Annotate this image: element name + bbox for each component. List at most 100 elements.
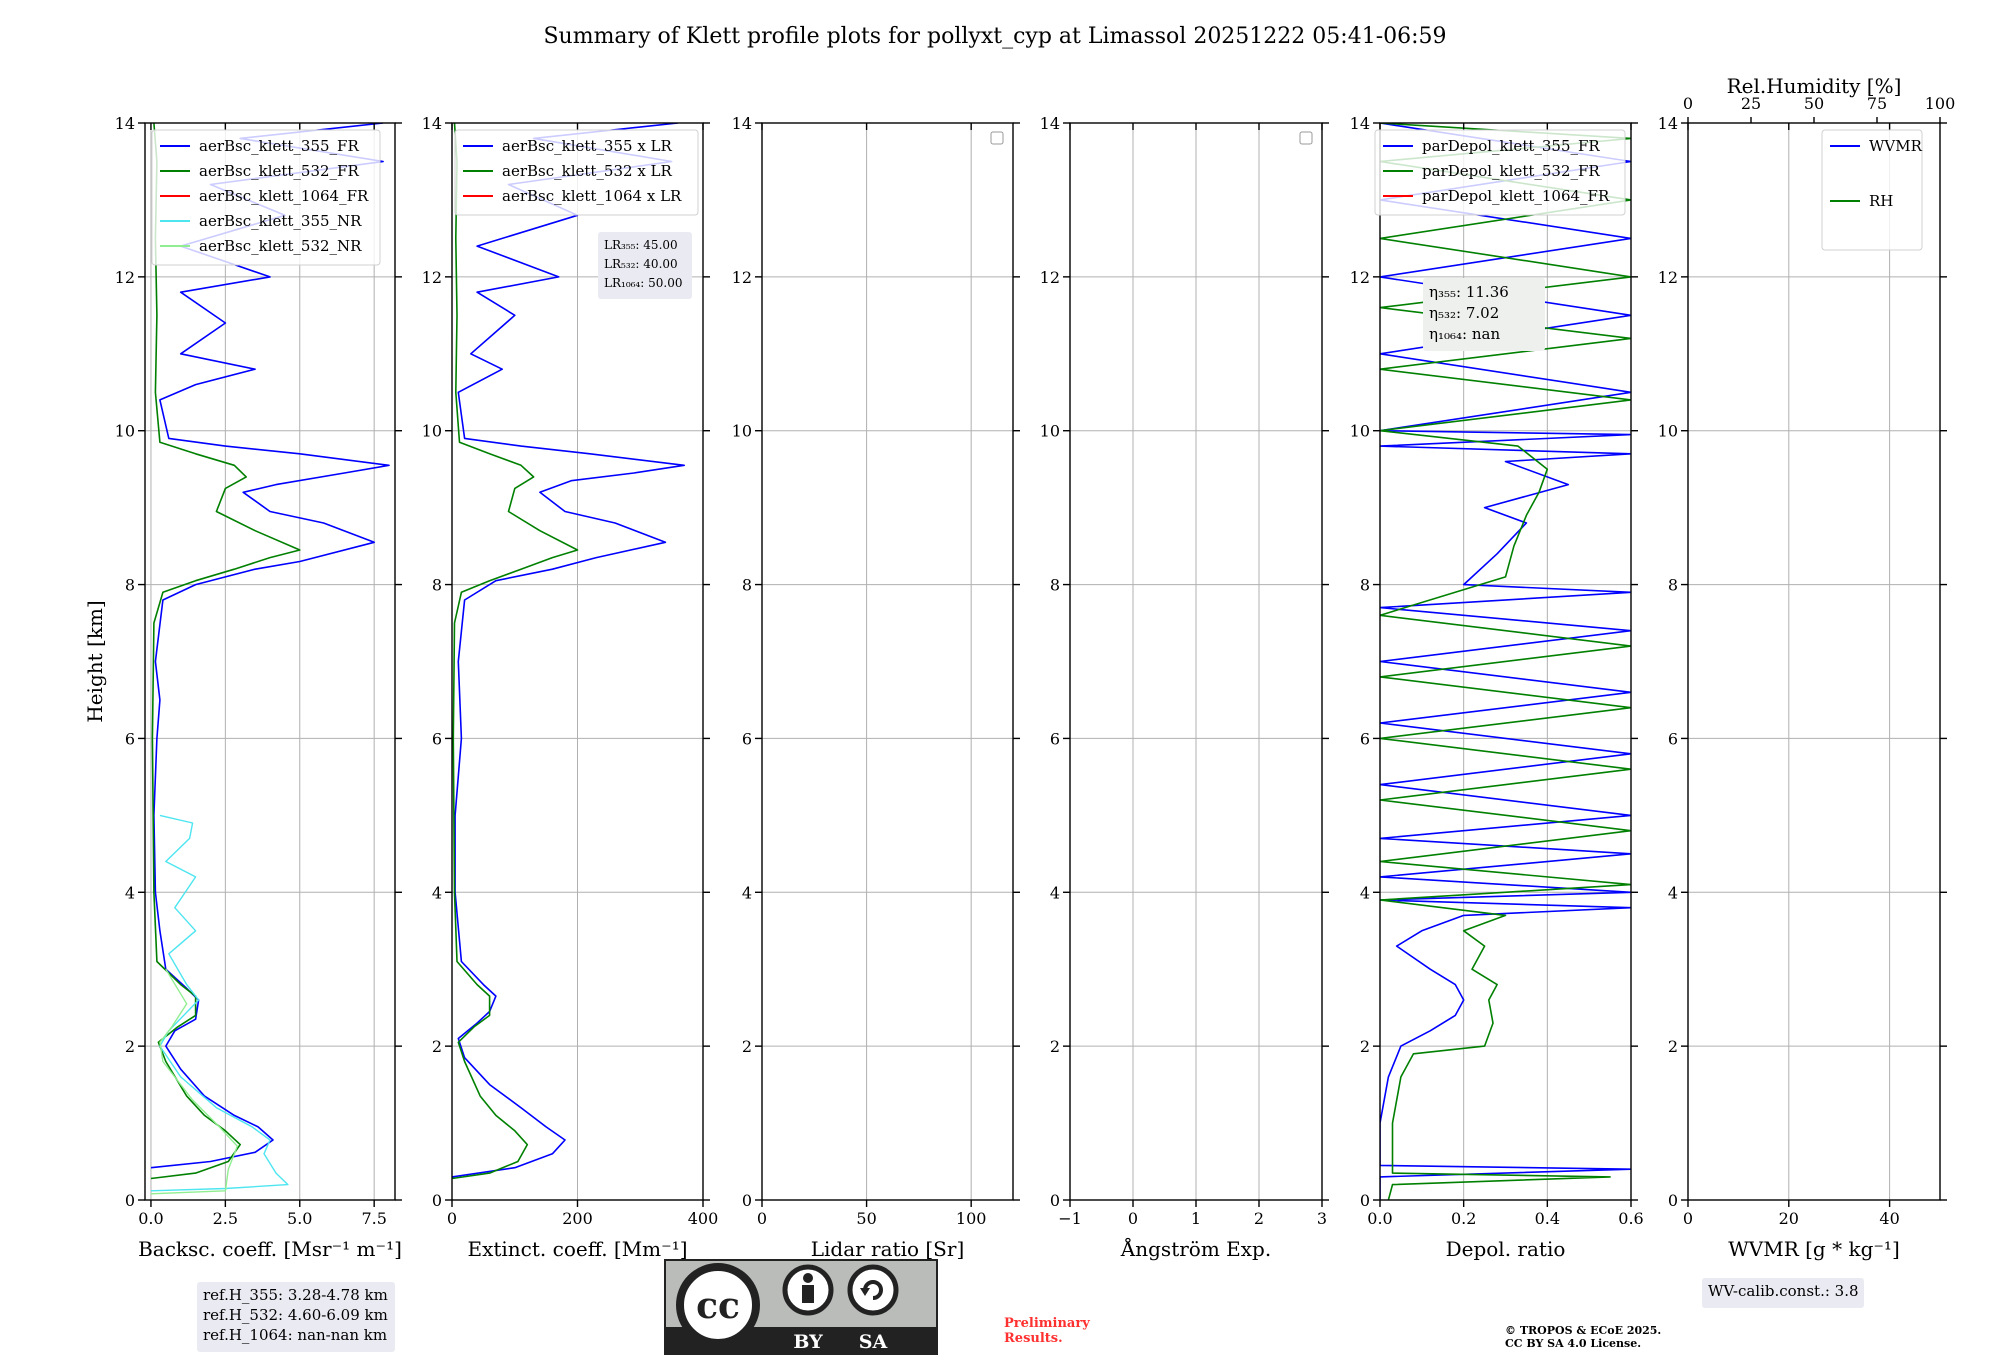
by-person-body (802, 1285, 814, 1303)
y-tick-label: 6 (432, 729, 442, 748)
panel-lr: 0 50 100 0 2 4 6 8 10 12 14 Lidar ratio [Sr] (732, 114, 1020, 1261)
y-tick-label: 8 (432, 576, 442, 595)
x2-tick-label: 25 (1741, 94, 1761, 113)
sa-arrow-head (860, 1288, 870, 1296)
y-axis-label: Height [km] (83, 600, 107, 722)
y-tick-label: 0 (125, 1191, 135, 1210)
legend-entry: parDepol_klett_355_FR (1422, 137, 1600, 155)
x2-tick-label: 50 (1804, 94, 1824, 113)
x-tick-label: 0.6 (1618, 1209, 1643, 1228)
x-tick-label: 50 (856, 1209, 876, 1228)
copyright-line-2: CC BY SA 4.0 License. (1505, 1337, 1641, 1350)
x2-tick-label: 0 (1683, 94, 1693, 113)
legend-entry: aerBsc_klett_532_NR (199, 237, 362, 255)
y-tick-label: 2 (1668, 1037, 1678, 1056)
series-parDepol_klett_532_FR (1380, 123, 1631, 1200)
series-aerBsc_klett_355_FR (150, 123, 390, 1169)
series-aerBsc_klett_532_FR (150, 123, 301, 1180)
x-tick-label: 200 (562, 1209, 593, 1228)
annotation: η₃₅₅: 11.36 η₅₃₂: 7.02 η₁₀₆₄: nan (1423, 278, 1545, 351)
legend: aerBsc_klett_355_FR aerBsc_klett_532_FRae… (151, 129, 381, 266)
annotation-line: η₁₀₆₄: nan (1429, 325, 1500, 343)
annotation-line: LR₃₅₅: 45.00 (604, 238, 678, 252)
annotation-line: LR₅₃₂: 40.00 (604, 257, 678, 271)
series-group (452, 123, 685, 1180)
y-tick-label: 2 (125, 1037, 135, 1056)
x-axis-label: WVMR [g * kg⁻¹] (1728, 1237, 1900, 1261)
legend-entry: aerBsc_klett_532_FR (199, 162, 359, 180)
legend-entry: aerBsc_klett_355_NR (199, 212, 362, 230)
y-tick-label: 6 (1668, 729, 1678, 748)
cc-license-badge: cc BY SA (664, 1259, 938, 1355)
y-tick-label: 6 (125, 729, 135, 748)
legend-entry: aerBsc_klett_532 x LR (502, 162, 673, 180)
copyright-line-1: © TROPOS & ECoE 2025. (1505, 1324, 1661, 1337)
y-tick-label: 0 (1668, 1191, 1678, 1210)
y-tick-label: 14 (115, 114, 135, 133)
x-tick-label: 0 (757, 1209, 767, 1228)
annotation-line: LR₁₀₆₄: 50.00 (604, 276, 682, 290)
legend-entry: aerBsc_klett_1064_FR (199, 187, 369, 205)
y-tick-label: 8 (1050, 576, 1060, 595)
y-tick-label: 4 (1668, 883, 1678, 902)
legend-box (454, 129, 699, 216)
cc-icon-letters: cc (696, 1285, 740, 1327)
y-tick-label: 14 (1350, 114, 1370, 133)
series-parDepol_klett_355_FR (1380, 123, 1631, 1200)
y-tick-label: 6 (742, 729, 752, 748)
annotation-line: ref.H_532: 4.60-6.09 km (203, 1306, 388, 1324)
axes-frame (144, 122, 396, 1201)
y-tick-label: 6 (1050, 729, 1060, 748)
y-tick-label: 12 (422, 268, 442, 287)
y-tick-label: 12 (1040, 268, 1060, 287)
y-tick-label: 10 (1350, 422, 1370, 441)
series-group (150, 123, 390, 1195)
x-tick-label: 5.0 (287, 1209, 312, 1228)
panel-wv: 0 20 40 0 2 4 6 8 10 12 14 WVMR [g * kg⁻¹] 0 25 50 75 10… (1658, 74, 1956, 1308)
x-tick-label: 1 (1191, 1209, 1201, 1228)
x-tick-label: 2 (1254, 1209, 1264, 1228)
axes-frame (1379, 122, 1632, 1201)
y-tick-label: 0 (1050, 1191, 1060, 1210)
x2-tick-label: 100 (1925, 94, 1956, 113)
annotation-line: η₅₃₂: 7.02 (1429, 304, 1499, 322)
x-tick-label: 0.4 (1535, 1209, 1560, 1228)
y-tick-label: 10 (115, 422, 135, 441)
y-tick-label: 10 (422, 422, 442, 441)
y-tick-label: 4 (125, 883, 135, 902)
empty-legend-box (1299, 131, 1313, 145)
y-tick-label: 4 (432, 883, 442, 902)
axes-frame (761, 122, 1014, 1201)
y-tick-label: 0 (432, 1191, 442, 1210)
x-tick-label: 0.2 (1451, 1209, 1476, 1228)
sa-share-icon (847, 1264, 899, 1316)
x-tick-label: 0.0 (1367, 1209, 1392, 1228)
y-tick-label: 8 (125, 576, 135, 595)
x-tick-label: 2.5 (213, 1209, 238, 1228)
panel-depol: 0.0 0.2 0.4 0.6 0 2 4 6 8 10 12 14 Depol. ratio parDe… (1350, 114, 1644, 1261)
legend-entry: aerBsc_klett_355_FR (199, 137, 359, 155)
preliminary-line-2: Results. (1004, 1331, 1063, 1346)
y-tick-label: 0 (1360, 1191, 1370, 1210)
y-tick-label: 14 (1658, 114, 1678, 133)
x-tick-label: 0 (447, 1209, 457, 1228)
annotation-box (1702, 1278, 1864, 1308)
series-group (1380, 123, 1631, 1200)
x-tick-label: 7.5 (361, 1209, 386, 1228)
y-tick-label: 14 (1040, 114, 1060, 133)
annotation-box (598, 232, 692, 299)
annotation-line: ref.H_1064: nan-nan km (203, 1326, 387, 1344)
y-tick-label: 4 (742, 883, 752, 902)
y-tick-label: 8 (1668, 576, 1678, 595)
annotation-box (197, 1282, 395, 1352)
legend-entry: aerBsc_klett_1064 x LR (502, 187, 682, 205)
series-aerBsc_klett_532_NR (150, 968, 238, 1195)
y-tick-label: 12 (1658, 268, 1678, 287)
series-aerBsc_klett_355 x LR (452, 123, 685, 1178)
x-tick-label: 100 (956, 1209, 987, 1228)
x-tick-label: 20 (1779, 1209, 1799, 1228)
y-tick-label: 4 (1050, 883, 1060, 902)
x-axis-label: Extinct. coeff. [Mm⁻¹] (467, 1237, 687, 1261)
cc-sa-label: SA (859, 1331, 888, 1353)
